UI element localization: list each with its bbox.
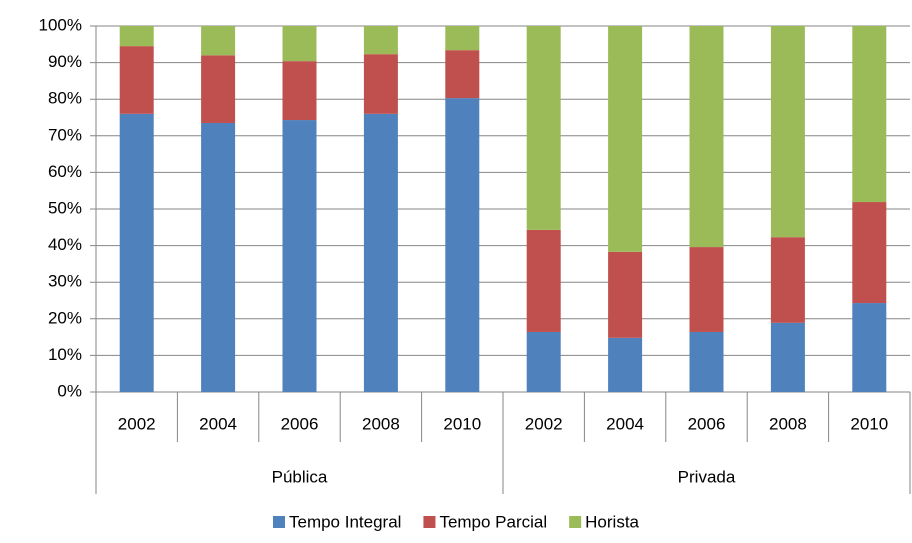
bar-segment xyxy=(363,54,398,114)
legend-swatch xyxy=(569,516,582,528)
bar-segment xyxy=(363,113,398,392)
bar-segment xyxy=(689,26,724,248)
bar-segment xyxy=(445,50,480,99)
y-tick-label: 10% xyxy=(48,345,82,364)
bar-segment xyxy=(608,337,643,392)
bar-segment xyxy=(689,247,724,332)
legend-label: Tempo Parcial xyxy=(439,512,547,531)
bar-segment xyxy=(770,322,805,392)
bar-segment xyxy=(201,55,236,123)
bar-segment xyxy=(119,26,154,47)
bar-segment xyxy=(119,46,154,114)
y-tick-label: 50% xyxy=(48,198,82,217)
y-tick-label: 30% xyxy=(48,272,82,291)
y-tick-label: 20% xyxy=(48,308,82,327)
bar-segment xyxy=(445,26,480,51)
bar-segment xyxy=(363,26,398,55)
x-tick-label: 2008 xyxy=(769,414,807,433)
y-tick-label: 0% xyxy=(57,381,82,400)
bar-segment xyxy=(526,229,561,332)
bar-segment xyxy=(852,26,887,203)
x-tick-label: 2004 xyxy=(199,414,237,433)
bar-segment xyxy=(526,26,561,230)
bar-segment xyxy=(445,98,480,393)
bar-segment xyxy=(608,251,643,338)
bar-segment xyxy=(770,237,805,323)
bar-segment xyxy=(526,331,561,392)
x-tick-label: 2002 xyxy=(118,414,156,433)
bar-segment xyxy=(689,331,724,392)
x-tick-label: 2006 xyxy=(688,414,726,433)
x-tick-label: 2002 xyxy=(525,414,563,433)
legend-swatch xyxy=(423,516,436,528)
x-tick-label: 2010 xyxy=(443,414,481,433)
group-label: Pública xyxy=(272,467,328,486)
y-tick-label: 70% xyxy=(48,125,82,144)
x-tick-label: 2008 xyxy=(362,414,400,433)
y-tick-label: 90% xyxy=(48,52,82,71)
bar-segment xyxy=(282,120,317,392)
bar-segment xyxy=(201,122,236,393)
legend-label: Tempo Integral xyxy=(289,512,401,531)
bar-segment xyxy=(608,26,643,252)
x-tick-label: 2006 xyxy=(281,414,319,433)
bar-segment xyxy=(119,113,154,392)
y-tick-label: 80% xyxy=(48,89,82,108)
x-tick-label: 2004 xyxy=(606,414,644,433)
y-tick-label: 60% xyxy=(48,162,82,181)
y-tick-label: 40% xyxy=(48,235,82,254)
group-label: Privada xyxy=(678,467,736,486)
legend-label: Horista xyxy=(585,512,639,531)
bar-segment xyxy=(852,303,887,392)
y-tick-label: 100% xyxy=(39,15,82,34)
bar-segment xyxy=(282,61,317,121)
bar-segment xyxy=(770,26,805,238)
bar-segment xyxy=(282,26,317,62)
x-tick-label: 2010 xyxy=(850,414,888,433)
bar-segment xyxy=(201,26,236,56)
legend-swatch xyxy=(272,516,285,528)
bar-segment xyxy=(852,202,887,304)
